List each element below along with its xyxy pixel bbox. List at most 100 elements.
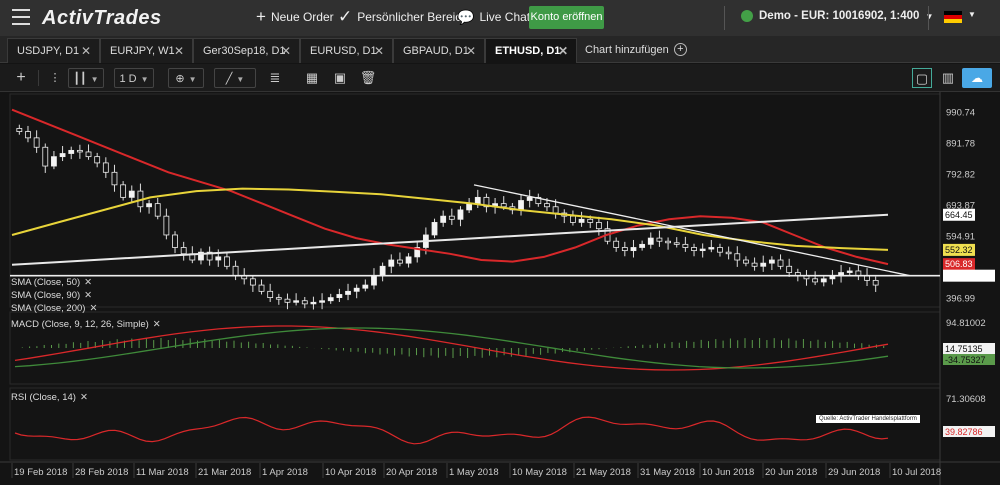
tab-eurusd[interactable]: EURUSD, D1 ✕	[300, 38, 393, 63]
macd-signal-value-label: -34.75327	[945, 355, 986, 365]
candle-body	[154, 203, 161, 217]
crosshair-icon[interactable]: +	[16, 69, 26, 86]
candle-body	[353, 287, 360, 292]
candle-body	[172, 234, 178, 248]
candle-body	[786, 265, 793, 273]
indicator-dropdown[interactable]: ⊕ ▼	[168, 68, 204, 88]
close-icon[interactable]: ✕	[84, 290, 93, 301]
candle-body	[275, 297, 282, 300]
candle-body	[431, 222, 438, 236]
new-order-button[interactable]: + Neue Order	[256, 7, 334, 26]
candle-body	[68, 149, 75, 154]
candle-body	[397, 259, 403, 264]
candle-body	[345, 290, 351, 295]
candle-body	[76, 149, 83, 153]
candle-body	[42, 146, 49, 167]
indicator-sma90-label: SMA (Close, 90) ✕	[11, 290, 92, 301]
tab-usdjpy[interactable]: USDJPY, D1 ✕	[7, 38, 100, 63]
cloud-icon[interactable]: ☁	[962, 68, 992, 88]
fibonacci-icon[interactable]: ≣	[269, 70, 281, 85]
menu-icon[interactable]	[12, 9, 30, 25]
timeframe-dropdown[interactable]: 1 D ▼	[114, 68, 154, 88]
close-icon[interactable]: ✕	[84, 277, 93, 288]
chart-type-dropdown[interactable]: ┃┃ ▼	[68, 68, 104, 88]
macd-signal-value-bg	[943, 354, 995, 365]
german-flag-icon[interactable]	[944, 11, 962, 23]
live-chat-button[interactable]: 💬 Live Chat	[457, 10, 530, 24]
tab-gbpaud[interactable]: GBPAUD, D1 ✕	[393, 38, 485, 63]
personal-area-button[interactable]: ✓ Persönlicher Bereich	[338, 7, 468, 26]
candle-body	[647, 237, 654, 245]
open-account-button[interactable]: Konto eröffnen	[529, 6, 604, 29]
x-tick-label: 10 Jul 2018	[892, 467, 941, 478]
checkmark-icon: ✓	[338, 7, 353, 26]
layout-single-icon[interactable]: ▢	[912, 68, 932, 88]
tab-ger30[interactable]: Ger30Sep18, D1 ✕	[193, 38, 300, 63]
candle-body	[639, 243, 646, 248]
candle-body	[699, 248, 706, 252]
chart-toolbar: + ⋮ ┃┃ ▼ 1 D ▼ ⊕ ▼ ╱ ▼ ≣ ▦ ▣ 🗑 ▢ ▥ ☁	[0, 64, 1000, 92]
macd-tick-label: 94.81002	[946, 318, 986, 329]
account-selector[interactable]: Demo - EUR: 10016902, 1:400 ▼	[741, 10, 933, 22]
sma-red-line	[11, 108, 889, 266]
price-value-label: 506.83	[945, 259, 973, 269]
close-icon[interactable]: ✕	[89, 303, 98, 314]
live-chat-label: Live Chat	[479, 10, 531, 24]
tab-label: EURJPY, W1	[110, 45, 175, 57]
tab-ethusd[interactable]: ETHUSD, D1 ✕	[485, 38, 577, 63]
close-icon[interactable]: ✕	[465, 44, 476, 58]
close-icon[interactable]: ✕	[373, 44, 384, 58]
indicator-sma200-label: SMA (Close, 200) ✕	[11, 303, 97, 314]
candle-body	[717, 247, 723, 253]
plus-icon: +	[256, 7, 266, 26]
layout-grid-icon[interactable]: ▥	[941, 70, 955, 85]
compare-icon[interactable]: ▦	[305, 70, 319, 85]
candle-body	[371, 275, 377, 286]
candle-body	[258, 284, 265, 292]
candle-body	[483, 196, 490, 208]
candle-body	[743, 259, 749, 264]
candle-body	[544, 203, 550, 208]
indicator-name: SMA (Close, 90)	[11, 290, 81, 301]
tab-label: USDJPY, D1	[17, 45, 80, 57]
x-tick-label: 1 Apr 2018	[262, 467, 308, 478]
chart-area[interactable]: 990.74 891.78 792.82 693.87 594.91 396.99 664.…	[0, 92, 1000, 485]
add-chart-button[interactable]: Chart hinzufügen +	[585, 43, 687, 56]
tab-eurjpy[interactable]: EURJPY, W1 ✕	[100, 38, 193, 63]
close-icon[interactable]: ✕	[173, 44, 184, 58]
tab-bar: USDJPY, D1 ✕ EURJPY, W1 ✕ Ger30Sep18, D1 ✕ …	[0, 36, 1000, 63]
candle-body	[206, 251, 213, 261]
candle-body	[621, 247, 628, 252]
x-tick-label: 21 Mar 2018	[198, 467, 251, 478]
trash-icon[interactable]: 🗑	[359, 70, 377, 85]
rsi-value-label: 39.82786	[945, 427, 983, 437]
candle-body	[734, 253, 741, 261]
x-tick-label: 31 May 2018	[640, 467, 695, 478]
candle-body	[405, 256, 412, 264]
candle-body	[872, 279, 879, 286]
close-icon[interactable]: ✕	[80, 44, 91, 58]
candle-body	[85, 151, 92, 158]
x-tick-label: 10 Apr 2018	[325, 467, 376, 478]
close-icon[interactable]: ✕	[557, 44, 568, 58]
timeframe-label: 1 D	[119, 73, 137, 85]
macd-signal-line	[14, 327, 889, 369]
close-icon[interactable]: ✕	[280, 44, 291, 58]
indicator-name: SMA (Close, 200)	[11, 303, 86, 314]
close-icon[interactable]: ✕	[152, 319, 161, 330]
candle-body	[249, 278, 256, 286]
trendline	[473, 184, 911, 277]
drawing-tool-dropdown[interactable]: ╱ ▼	[214, 68, 256, 88]
close-icon[interactable]: ✕	[79, 392, 88, 403]
image-icon[interactable]: ▣	[333, 70, 347, 85]
chevron-down-icon[interactable]: ▼	[968, 10, 976, 19]
drag-handle-icon[interactable]: ⋮	[49, 72, 61, 84]
chart-canvas[interactable]: 990.74 891.78 792.82 693.87 594.91 396.99 664.…	[0, 92, 1000, 485]
candle-body	[587, 218, 594, 223]
price-value-label-bg	[943, 258, 975, 271]
candle-body	[613, 240, 620, 248]
chevron-down-icon: ▼	[90, 75, 99, 84]
candlestick-icon: ┃┃	[73, 73, 87, 85]
candle-body	[94, 156, 101, 164]
source-note: Quelle: ActivTrader Handelsplattform	[816, 415, 920, 423]
